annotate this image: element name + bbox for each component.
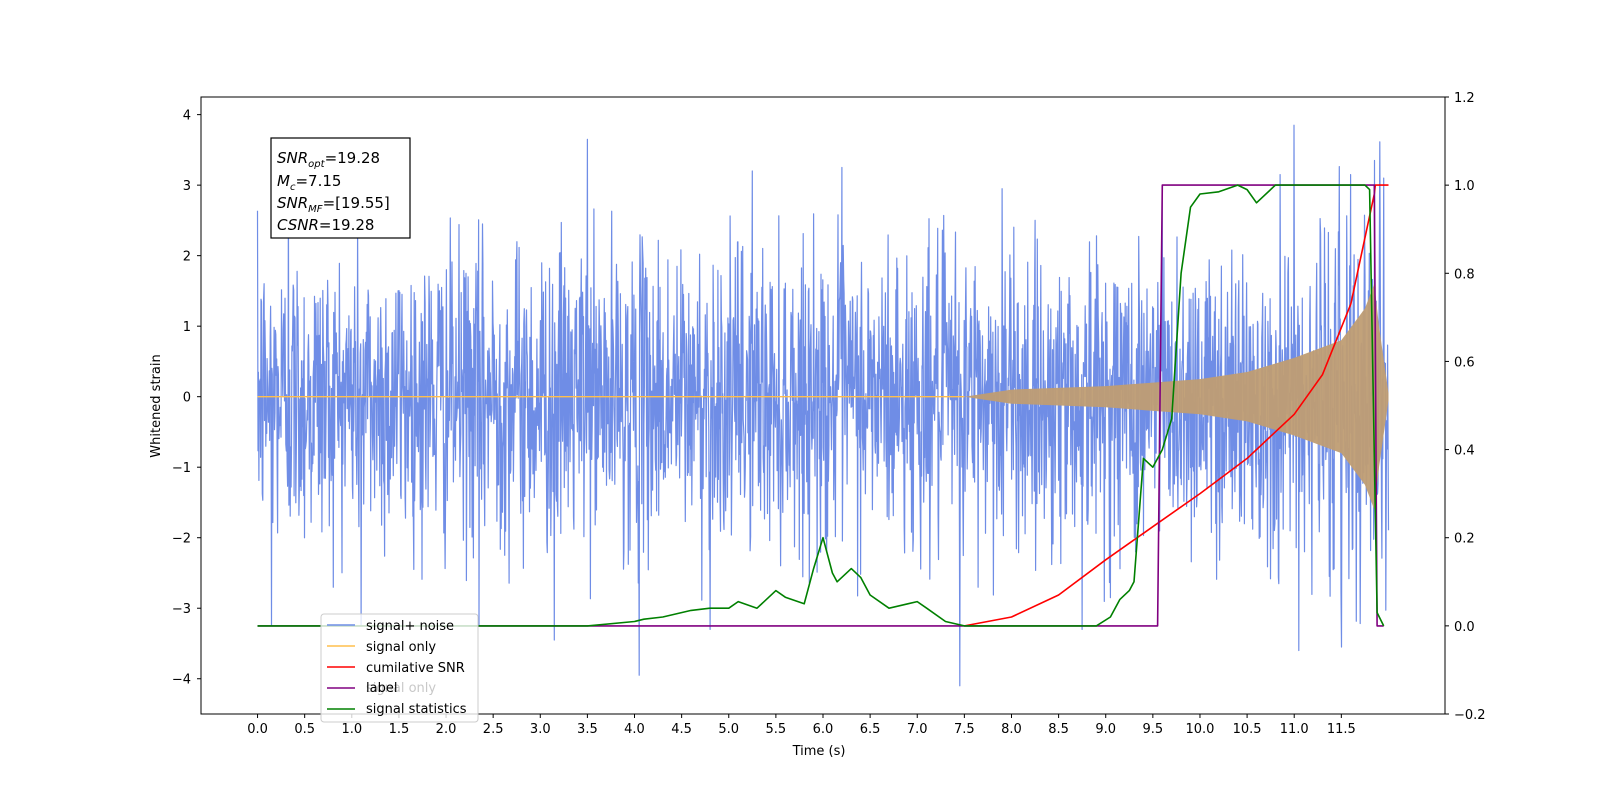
legend-ghost-text: signal only xyxy=(366,681,436,696)
x-tick-label: 9.0 xyxy=(1095,722,1116,737)
x-tick-label: 5.0 xyxy=(718,722,739,737)
x-tick-label: 1.5 xyxy=(389,722,410,737)
legend-entry-label: label xyxy=(327,681,397,696)
y-tick-label: 2 xyxy=(183,250,191,265)
legend-label: signal+ noise xyxy=(366,619,454,634)
stat-snr-mf: SNRMF=[19.55] xyxy=(277,194,390,215)
stat-mc: Mc=7.15 xyxy=(277,172,341,193)
y2-tick-label: −0.2 xyxy=(1454,708,1486,723)
y-axis-label: Whitened strain xyxy=(149,354,164,457)
x-tick-label: 1.0 xyxy=(341,722,362,737)
y2-tick-label: 1.0 xyxy=(1454,179,1475,194)
y2-tick-label: 0.2 xyxy=(1454,532,1475,547)
x-tick-label: 7.5 xyxy=(954,722,975,737)
x-tick-label: 3.5 xyxy=(577,722,598,737)
y2-tick-label: 1.2 xyxy=(1454,91,1475,106)
legend-label: signal only xyxy=(366,640,436,655)
x-tick-label: 6.5 xyxy=(860,722,881,737)
legend-label: cumilative SNR xyxy=(366,661,465,676)
y-tick-label: 3 xyxy=(183,179,191,194)
series-signal-statistics-line xyxy=(257,184,1385,627)
x-tick-label: 0.5 xyxy=(294,722,315,737)
x-axis-label: Time (s) xyxy=(792,744,846,759)
y2-tick-label: 0.4 xyxy=(1454,444,1475,459)
y-tick-label: 0 xyxy=(183,391,191,406)
legend-label: signal statistics xyxy=(366,702,467,717)
x-tick-label: 4.0 xyxy=(624,722,645,737)
x-tick-label: 10.5 xyxy=(1233,722,1262,737)
y-tick-label: −3 xyxy=(172,602,191,617)
x-tick-label: 10.0 xyxy=(1185,722,1214,737)
y-tick-label: −4 xyxy=(172,673,191,688)
legend-entry-signal-only: signal only xyxy=(327,640,436,655)
x-tick-label: 6.0 xyxy=(813,722,834,737)
legend-label: label xyxy=(366,681,397,696)
axes: 0.0 0.5 1.0 1.5 2.0 2.5 3.0 3.5 4.0 4.5 5.0 5.5 6.0 6… xyxy=(172,91,1486,737)
stat-snr-opt: SNRopt=19.28 xyxy=(277,149,380,170)
x-tick-label: 8.5 xyxy=(1048,722,1069,737)
stats-annotation: SNRopt=19.28 Mc=7.15 SNRMF=[19.55] CSNR=… xyxy=(270,137,411,239)
legend-entry-cumulative-snr: cumilative SNR xyxy=(327,661,465,676)
y2-tick-label: 0.0 xyxy=(1454,620,1475,635)
y2-tick-label: 0.6 xyxy=(1454,355,1475,370)
x-tick-label: 2.5 xyxy=(483,722,504,737)
y2-tick-label: 0.8 xyxy=(1454,267,1475,282)
legend-entry-signal-noise: signal+ noise xyxy=(327,619,454,634)
x-tick-label: 3.0 xyxy=(530,722,551,737)
y-tick-label: 4 xyxy=(183,109,191,124)
legend-entry-signal-statistics: signal statistics xyxy=(327,702,467,717)
legend-box xyxy=(320,613,479,723)
x-tick-label: 7.0 xyxy=(907,722,928,737)
legend: signal only signal+ noise signal only cu… xyxy=(320,613,479,723)
x-tick-label: 0.0 xyxy=(247,722,268,737)
x-tick-label: 9.5 xyxy=(1143,722,1164,737)
x-tick-label: 11.5 xyxy=(1327,722,1356,737)
y-tick-label: −1 xyxy=(172,461,191,476)
x-tick-label: 4.5 xyxy=(671,722,692,737)
plot-area xyxy=(256,124,1390,687)
x-tick-label: 2.0 xyxy=(436,722,457,737)
y-tick-label: 1 xyxy=(183,320,191,335)
series-signal-only-fill xyxy=(964,283,1389,510)
y-tick-label: −2 xyxy=(172,532,191,547)
stat-csnr: CSNR=19.28 xyxy=(277,216,374,234)
x-tick-label: 5.5 xyxy=(766,722,787,737)
x-tick-label: 8.0 xyxy=(1001,722,1022,737)
series-group xyxy=(256,124,1390,687)
x-tick-label: 11.0 xyxy=(1280,722,1309,737)
stats-box xyxy=(270,137,411,239)
